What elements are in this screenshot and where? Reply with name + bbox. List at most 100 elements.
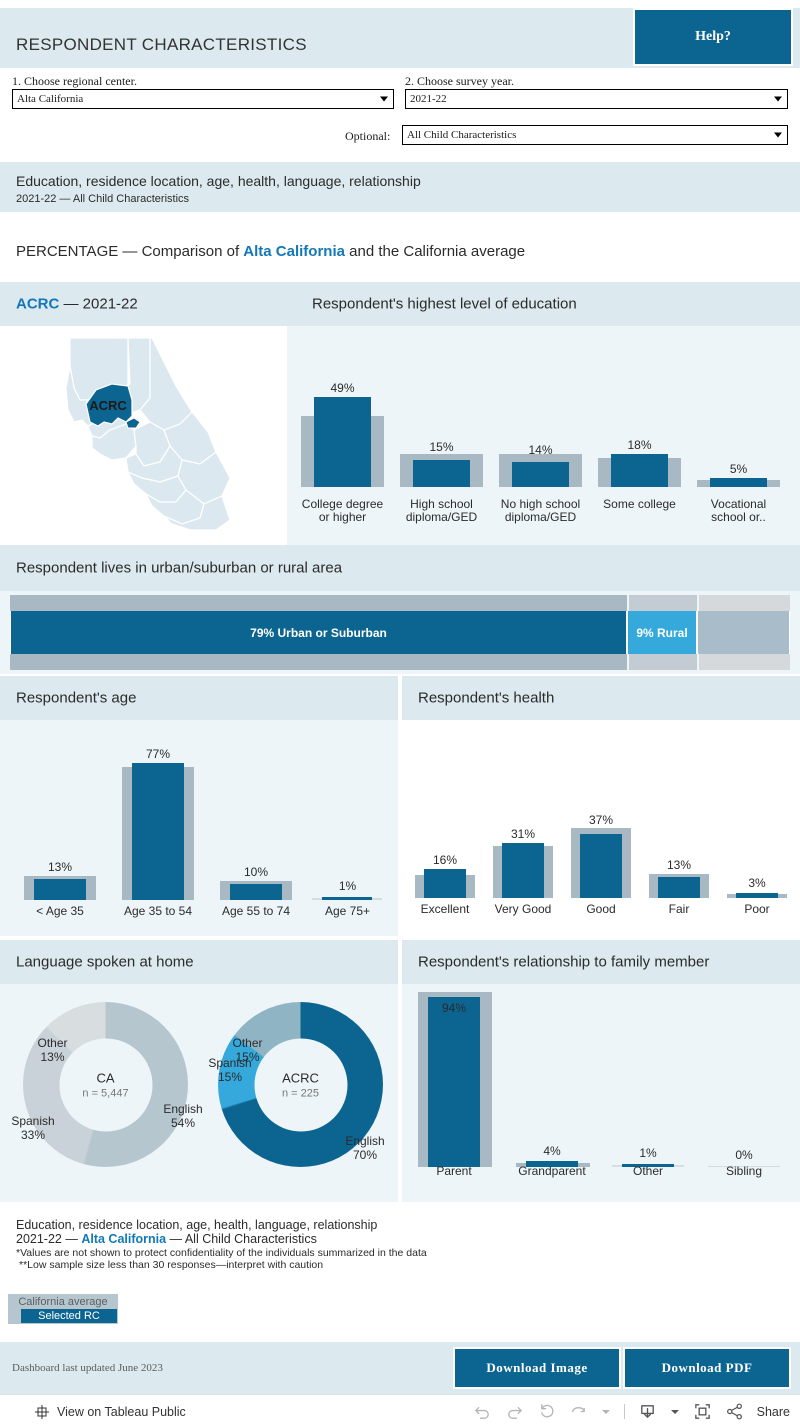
- bar-category: Fair: [668, 902, 690, 916]
- selected-rc-bar: [34, 879, 86, 900]
- selected-rc-bar: [580, 834, 622, 898]
- bar-group[interactable]: 15%: [394, 367, 489, 487]
- bar-category: Excellent: [420, 902, 470, 916]
- bar-group[interactable]: 13%: [10, 750, 110, 900]
- bar-group[interactable]: 1%: [600, 987, 696, 1167]
- footnote-sample-size: **Low sample size less than 30 responses…: [19, 1259, 324, 1271]
- bar-value: 1%: [338, 879, 357, 893]
- bar-group[interactable]: 18%: [592, 367, 687, 487]
- education-chart: 49% College degree or higher 15% High sch…: [287, 326, 800, 545]
- bar-group[interactable]: 1%: [300, 750, 395, 900]
- bar-group[interactable]: 49%: [295, 367, 390, 487]
- relationship-title: Respondent's relationship to family memb…: [418, 953, 710, 971]
- bar-value: 4%: [543, 1144, 561, 1158]
- ca-average-band-urban: [10, 654, 627, 670]
- health-bars: 16% Excellent 31% Very Good 37% Good 1: [402, 720, 800, 936]
- bar-value: 13%: [47, 860, 73, 874]
- optional-select[interactable]: All Child Characteristics: [402, 125, 788, 145]
- rc-language-donut[interactable]: ACRC n = 225: [218, 1002, 383, 1167]
- bar-value: 3%: [748, 876, 766, 890]
- comparison-line: PERCENTAGE — Comparison of Alta Californ…: [16, 243, 525, 260]
- refresh-icon[interactable]: [569, 1402, 588, 1421]
- education-bars: 49% College degree or higher 15% High sch…: [287, 326, 800, 545]
- health-chart: 16% Excellent 31% Very Good 37% Good 1: [402, 720, 800, 936]
- bar-group[interactable]: 31%: [484, 748, 562, 898]
- ca-english-value: 54%: [170, 1116, 196, 1130]
- bar-group[interactable]: 0%: [696, 987, 792, 1167]
- chevron-down-icon[interactable]: [601, 1407, 611, 1417]
- redo-icon[interactable]: [505, 1402, 524, 1421]
- footnote-confidentiality: *Values are not shown to protect confide…: [16, 1247, 427, 1259]
- relationship-panel-header: Respondent's relationship to family memb…: [402, 940, 800, 984]
- ca-donut-label: CA: [96, 1070, 115, 1085]
- optional-label: Optional:: [345, 129, 391, 143]
- share-label[interactable]: Share: [756, 1404, 790, 1419]
- bar-group[interactable]: 94%: [404, 987, 504, 1167]
- download-image-button[interactable]: Download Image: [453, 1347, 621, 1389]
- ca-average-band-other: [699, 595, 790, 611]
- last-updated-text: Dashboard last updated June 2023: [12, 1362, 163, 1374]
- regional-center-select[interactable]: Alta California: [12, 89, 394, 109]
- ca-donut-center: CA n = 5,447: [59, 1038, 152, 1131]
- tableau-public-link[interactable]: View on Tableau Public: [34, 1395, 186, 1427]
- survey-year-select[interactable]: 2021-22: [405, 89, 788, 109]
- toolbar-actions: Share: [473, 1395, 790, 1427]
- ca-average-band-rural: [629, 595, 697, 611]
- help-button[interactable]: Help?: [633, 8, 793, 66]
- comparison-prefix: PERCENTAGE — Comparison of: [16, 243, 244, 260]
- download-icon[interactable]: [638, 1402, 657, 1421]
- page-title: RESPONDENT CHARACTERISTICS: [16, 35, 307, 54]
- share-icon[interactable]: [725, 1402, 744, 1421]
- bar-category: < Age 35: [36, 904, 84, 918]
- region-year: — 2021-22: [59, 295, 138, 313]
- note-line2: 2021-22 — Alta California — All Child Ch…: [16, 1232, 427, 1246]
- bar-group[interactable]: 5%: [691, 367, 786, 487]
- subtitle-line2: 2021-22 — All Child Characteristics: [16, 193, 190, 205]
- ca-label-english: English 54%: [148, 1102, 218, 1130]
- bar-group[interactable]: 16%: [406, 748, 484, 898]
- bar-group[interactable]: 13%: [640, 748, 718, 898]
- bar-value: 10%: [243, 865, 269, 879]
- undo-icon[interactable]: [473, 1402, 492, 1421]
- bar-group[interactable]: 4%: [502, 987, 602, 1167]
- comparison-suffix: and the California average: [344, 243, 526, 260]
- segment-other[interactable]: [697, 611, 790, 654]
- note-post: — All Child Characteristics: [166, 1232, 317, 1246]
- ca-language-donut[interactable]: CA n = 5,447: [23, 1002, 188, 1167]
- chevron-down-icon[interactable]: [670, 1407, 680, 1417]
- revert-icon[interactable]: [537, 1402, 556, 1421]
- segment-rural[interactable]: 9% Rural: [627, 611, 697, 654]
- toolbar-divider: [623, 1404, 625, 1419]
- survey-year-label: 2. Choose survey year.: [405, 74, 514, 88]
- california-map-panel[interactable]: ACRC: [0, 326, 287, 545]
- bar-group[interactable]: 3%: [718, 748, 796, 898]
- california-map-icon: ACRC: [65, 337, 231, 531]
- subtitle-line1: Education, residence location, age, heal…: [16, 173, 421, 189]
- chevron-down-icon: [774, 96, 782, 102]
- segment-urban[interactable]: 79% Urban or Suburban: [10, 611, 627, 654]
- selected-rc-bar: [322, 897, 372, 900]
- bar-group[interactable]: 77%: [108, 747, 208, 900]
- note-line1: Education, residence location, age, heal…: [16, 1218, 378, 1232]
- bar-category: Sibling: [725, 1164, 763, 1178]
- residence-chart: 79% Urban or Suburban 9% Rural: [0, 591, 800, 674]
- bar-group[interactable]: 37%: [562, 748, 640, 898]
- legend-ca-average: California average: [18, 1296, 108, 1308]
- download-pdf-button[interactable]: Download PDF: [623, 1347, 791, 1389]
- selected-rc-bar: [736, 893, 778, 898]
- bar-category: No high school diploma/GED: [500, 497, 581, 524]
- selected-rc-bar: [611, 454, 668, 487]
- relationship-chart: 94% Parent 4% Grandparent 1% Other 0%: [402, 984, 800, 1202]
- region-code: ACRC: [16, 295, 60, 313]
- health-panel-header: Respondent's health: [402, 676, 800, 720]
- fullscreen-icon[interactable]: [693, 1402, 712, 1421]
- bar-category: Age 35 to 54: [123, 904, 193, 918]
- residence-track: 79% Urban or Suburban 9% Rural: [10, 595, 790, 670]
- bar-value: 77%: [145, 747, 171, 761]
- download-bar: Dashboard last updated June 2023 Downloa…: [0, 1342, 800, 1394]
- bar-group[interactable]: 10%: [206, 750, 306, 900]
- ca-label-spanish: Spanish 33%: [0, 1114, 72, 1142]
- regional-center-label: 1. Choose regional center.: [12, 74, 137, 88]
- bar-group[interactable]: 14%: [493, 367, 588, 487]
- selected-rc-bar: [424, 869, 466, 898]
